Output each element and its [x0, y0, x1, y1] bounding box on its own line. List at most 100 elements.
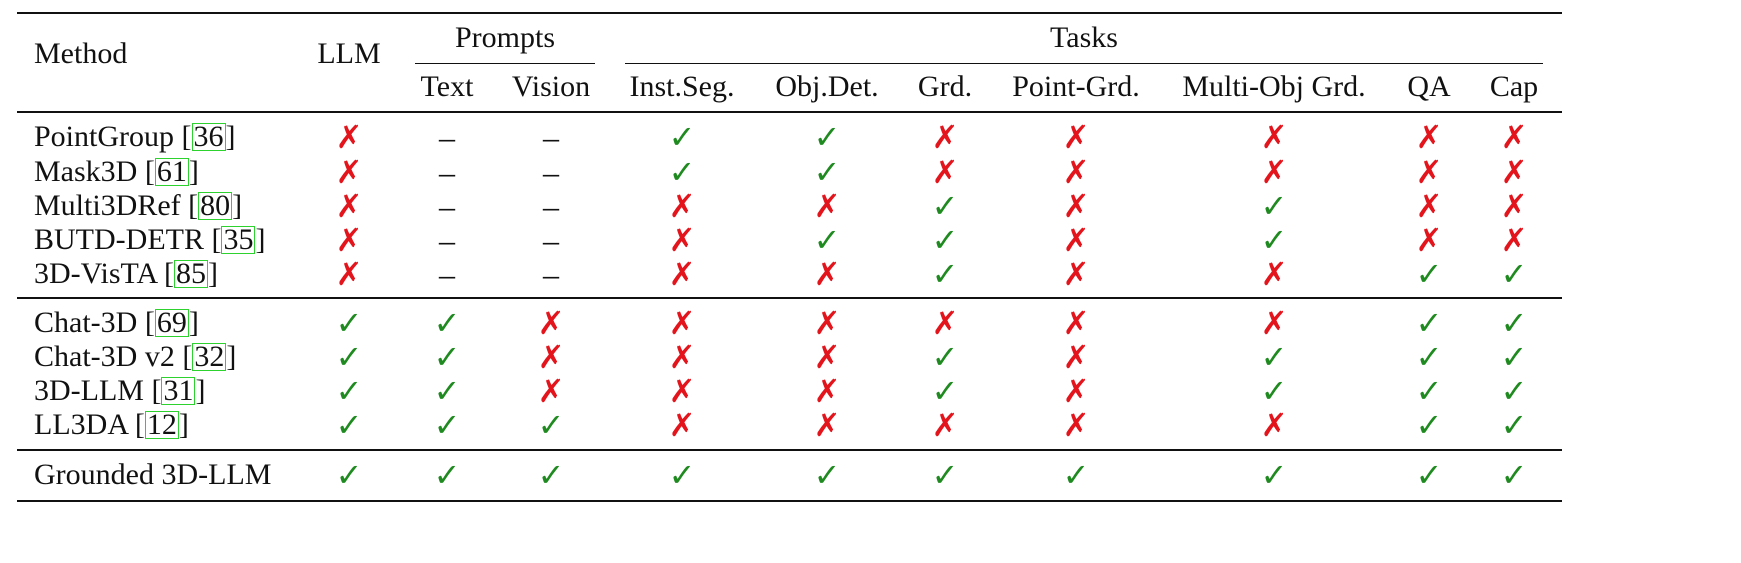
- bottom-rule: [17, 500, 1562, 502]
- cross-mark-icon: ✗: [668, 338, 696, 376]
- tasks-cmidrule: [625, 63, 1543, 64]
- cross-mark-icon: ✗: [668, 372, 696, 410]
- cross-mark-icon: ✗: [1260, 118, 1288, 156]
- obj-det-header: Obj.Det.: [775, 70, 879, 103]
- dash-cell: –: [543, 256, 559, 292]
- cross-mark-icon: ✗: [668, 255, 696, 293]
- check-mark-icon: ✓: [433, 338, 461, 376]
- cross-mark-icon: ✗: [537, 338, 565, 376]
- check-mark-icon: ✓: [433, 304, 461, 342]
- cap-header: Cap: [1489, 70, 1539, 103]
- citation-link[interactable]: 80: [198, 189, 233, 222]
- check-mark-icon: ✓: [1415, 372, 1443, 410]
- method-name: Grounded 3D-LLM: [34, 460, 271, 490]
- cross-mark-icon: ✗: [335, 255, 363, 293]
- method-name: Chat-3D v2 [32]: [34, 342, 236, 372]
- method-label: 3D-VisTA [: [34, 257, 174, 290]
- cross-mark-icon: ✗: [813, 372, 841, 410]
- cross-mark-icon: ✗: [1415, 153, 1443, 191]
- citation-bracket: ]: [255, 223, 266, 256]
- dash-cell: –: [439, 256, 455, 292]
- point-grd-header: Point-Grd.: [1012, 70, 1140, 103]
- check-mark-icon: ✓: [1500, 255, 1528, 293]
- citation-link[interactable]: 36: [191, 120, 226, 153]
- method-label: Chat-3D v2 [: [34, 340, 193, 373]
- cross-mark-icon: ✗: [335, 153, 363, 191]
- check-mark-icon: ✓: [537, 456, 565, 494]
- citation-link[interactable]: 35: [221, 223, 256, 256]
- check-mark-icon: ✓: [1260, 187, 1288, 225]
- group-rule-2: [17, 449, 1562, 451]
- cross-mark-icon: ✗: [1415, 118, 1443, 156]
- cross-mark-icon: ✗: [668, 221, 696, 259]
- cross-mark-icon: ✗: [1260, 255, 1288, 293]
- cross-mark-icon: ✗: [537, 304, 565, 342]
- cross-mark-icon: ✗: [1062, 187, 1090, 225]
- method-label: 3D-LLM [: [34, 374, 162, 407]
- method-name: 3D-VisTA [85]: [34, 259, 218, 289]
- check-mark-icon: ✓: [813, 456, 841, 494]
- citation-link[interactable]: 31: [161, 374, 196, 407]
- text-prompt-header: Text: [420, 70, 474, 103]
- check-mark-icon: ✓: [931, 456, 959, 494]
- check-mark-icon: ✓: [931, 255, 959, 293]
- cross-mark-icon: ✗: [668, 304, 696, 342]
- cross-mark-icon: ✗: [1062, 304, 1090, 342]
- cross-mark-icon: ✗: [1500, 153, 1528, 191]
- cross-mark-icon: ✗: [1415, 221, 1443, 259]
- dash-cell: –: [439, 119, 455, 155]
- cross-mark-icon: ✗: [335, 221, 363, 259]
- check-mark-icon: ✓: [433, 406, 461, 444]
- method-name: 3D-LLM [31]: [34, 376, 205, 406]
- method-label: Grounded 3D-LLM: [34, 458, 272, 491]
- cross-mark-icon: ✗: [668, 187, 696, 225]
- dash-cell: –: [439, 154, 455, 190]
- check-mark-icon: ✓: [668, 118, 696, 156]
- group-rule-1: [17, 297, 1562, 299]
- method-label: Chat-3D [: [34, 306, 155, 339]
- check-mark-icon: ✓: [1260, 372, 1288, 410]
- check-mark-icon: ✓: [813, 153, 841, 191]
- cross-mark-icon: ✗: [931, 304, 959, 342]
- cross-mark-icon: ✗: [1062, 372, 1090, 410]
- check-mark-icon: ✓: [931, 338, 959, 376]
- cross-mark-icon: ✗: [1062, 255, 1090, 293]
- citation-link[interactable]: 32: [192, 340, 227, 373]
- cross-mark-icon: ✗: [931, 118, 959, 156]
- tasks-header: Tasks: [1050, 21, 1118, 54]
- citation-link[interactable]: 85: [173, 257, 208, 290]
- check-mark-icon: ✓: [1260, 221, 1288, 259]
- citation-link[interactable]: 69: [154, 306, 189, 339]
- method-name: LL3DA [12]: [34, 410, 189, 440]
- cross-mark-icon: ✗: [335, 187, 363, 225]
- method-name: Mask3D [61]: [34, 157, 199, 187]
- cross-mark-icon: ✗: [1062, 153, 1090, 191]
- vision-prompt-header: Vision: [511, 70, 591, 103]
- dash-cell: –: [543, 222, 559, 258]
- citation-bracket: ]: [225, 120, 236, 153]
- check-mark-icon: ✓: [1260, 338, 1288, 376]
- check-mark-icon: ✓: [335, 456, 363, 494]
- citation-link[interactable]: 61: [154, 155, 189, 188]
- dash-cell: –: [439, 188, 455, 224]
- cross-mark-icon: ✗: [1500, 187, 1528, 225]
- dash-cell: –: [543, 119, 559, 155]
- method-name: PointGroup [36]: [34, 122, 236, 152]
- check-mark-icon: ✓: [1415, 338, 1443, 376]
- check-mark-icon: ✓: [1062, 456, 1090, 494]
- check-mark-icon: ✓: [931, 372, 959, 410]
- qa-header: QA: [1407, 70, 1451, 103]
- cross-mark-icon: ✗: [1062, 338, 1090, 376]
- cross-mark-icon: ✗: [1500, 221, 1528, 259]
- check-mark-icon: ✓: [1500, 406, 1528, 444]
- method-label: BUTD-DETR [: [34, 223, 222, 256]
- dash-cell: –: [543, 188, 559, 224]
- check-mark-icon: ✓: [1415, 304, 1443, 342]
- cross-mark-icon: ✗: [668, 406, 696, 444]
- check-mark-icon: ✓: [1500, 338, 1528, 376]
- citation-link[interactable]: 12: [144, 408, 179, 441]
- method-label: PointGroup [: [34, 120, 192, 153]
- cross-mark-icon: ✗: [931, 153, 959, 191]
- citation-bracket: ]: [232, 189, 243, 222]
- llm-header: LLM: [317, 37, 381, 70]
